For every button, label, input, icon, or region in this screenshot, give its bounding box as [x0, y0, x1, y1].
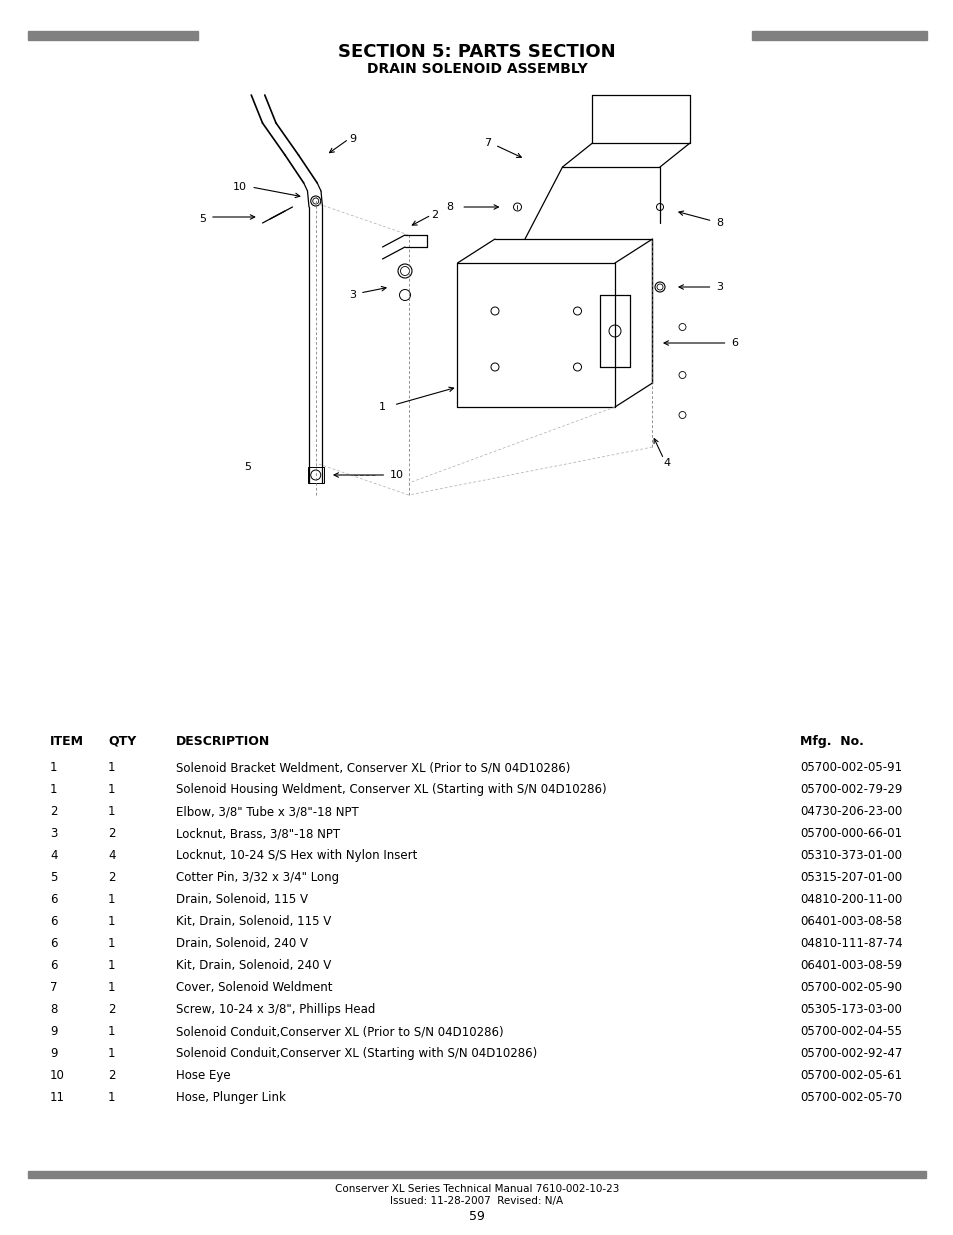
Text: 1: 1 [108, 1092, 115, 1104]
Text: 04810-111-87-74: 04810-111-87-74 [800, 937, 902, 951]
Text: 05700-002-05-90: 05700-002-05-90 [800, 982, 901, 994]
Text: 6: 6 [50, 915, 57, 929]
Text: 4: 4 [663, 458, 670, 468]
Text: 10: 10 [390, 471, 403, 480]
Text: Solenoid Conduit,Conserver XL (Starting with S/N 04D10286): Solenoid Conduit,Conserver XL (Starting … [175, 1047, 537, 1061]
Text: Issued: 11-28-2007  Revised: N/A: Issued: 11-28-2007 Revised: N/A [390, 1195, 563, 1207]
Text: 1: 1 [50, 762, 57, 774]
Text: 04810-200-11-00: 04810-200-11-00 [800, 893, 902, 906]
Text: 8: 8 [50, 1003, 57, 1016]
Text: 7: 7 [50, 982, 57, 994]
Text: 59: 59 [469, 1210, 484, 1224]
Text: 1: 1 [108, 960, 115, 972]
Text: DESCRIPTION: DESCRIPTION [175, 735, 270, 748]
Text: Drain, Solenoid, 240 V: Drain, Solenoid, 240 V [175, 937, 308, 951]
Text: 11: 11 [50, 1092, 65, 1104]
Text: 06401-003-08-59: 06401-003-08-59 [800, 960, 902, 972]
Text: Locknut, 10-24 S/S Hex with Nylon Insert: Locknut, 10-24 S/S Hex with Nylon Insert [175, 850, 417, 862]
Text: 1: 1 [108, 893, 115, 906]
Text: Kit, Drain, Solenoid, 240 V: Kit, Drain, Solenoid, 240 V [175, 960, 331, 972]
Text: 1: 1 [108, 982, 115, 994]
Text: 1: 1 [378, 403, 386, 412]
Text: 3: 3 [716, 282, 722, 291]
Text: Hose, Plunger Link: Hose, Plunger Link [175, 1092, 286, 1104]
Text: 5: 5 [199, 214, 206, 224]
Text: 05700-002-04-55: 05700-002-04-55 [800, 1025, 901, 1039]
Text: 3: 3 [50, 827, 57, 840]
Text: 7: 7 [483, 138, 491, 148]
Text: 05700-002-05-70: 05700-002-05-70 [800, 1092, 901, 1104]
Text: 05700-002-05-61: 05700-002-05-61 [800, 1070, 902, 1082]
Text: Solenoid Housing Weldment, Conserver XL (Starting with S/N 04D10286): Solenoid Housing Weldment, Conserver XL … [175, 783, 606, 797]
Bar [308, 467, 323, 483]
Text: 9: 9 [50, 1025, 57, 1039]
Text: 2: 2 [108, 872, 115, 884]
Text: 06401-003-08-58: 06401-003-08-58 [800, 915, 901, 929]
Text: 6: 6 [50, 893, 57, 906]
Text: Conserver XL Series Technical Manual 7610-002-10-23: Conserver XL Series Technical Manual 761… [335, 1184, 618, 1194]
Text: 6: 6 [731, 338, 738, 348]
Text: 05305-173-03-00: 05305-173-03-00 [800, 1003, 901, 1016]
Text: QTY: QTY [108, 735, 136, 748]
Text: Screw, 10-24 x 3/8", Phillips Head: Screw, 10-24 x 3/8", Phillips Head [175, 1003, 375, 1016]
Text: Cover, Solenoid Weldment: Cover, Solenoid Weldment [175, 982, 333, 994]
Text: 8: 8 [716, 219, 722, 228]
Text: 10: 10 [50, 1070, 65, 1082]
Text: 05310-373-01-00: 05310-373-01-00 [800, 850, 901, 862]
Text: 5: 5 [244, 462, 251, 472]
Text: 04730-206-23-00: 04730-206-23-00 [800, 805, 902, 819]
Text: 2: 2 [108, 827, 115, 840]
Text: DRAIN SOLENOID ASSEMBLY: DRAIN SOLENOID ASSEMBLY [366, 62, 587, 77]
Text: 8: 8 [446, 203, 453, 212]
Text: 1: 1 [108, 1025, 115, 1039]
Text: 2: 2 [108, 1070, 115, 1082]
Text: 1: 1 [108, 1047, 115, 1061]
Text: 05315-207-01-00: 05315-207-01-00 [800, 872, 902, 884]
Text: Cotter Pin, 3/32 x 3/4" Long: Cotter Pin, 3/32 x 3/4" Long [175, 872, 338, 884]
Bar [751, 31, 926, 40]
Text: Hose Eye: Hose Eye [175, 1070, 231, 1082]
Text: Mfg.  No.: Mfg. No. [800, 735, 863, 748]
Text: Solenoid Bracket Weldment, Conserver XL (Prior to S/N 04D10286): Solenoid Bracket Weldment, Conserver XL … [175, 762, 570, 774]
Text: 5: 5 [50, 872, 57, 884]
Text: 2: 2 [431, 210, 438, 220]
Text: Locknut, Brass, 3/8"-18 NPT: Locknut, Brass, 3/8"-18 NPT [175, 827, 340, 840]
Text: 1: 1 [108, 762, 115, 774]
Text: ITEM: ITEM [50, 735, 84, 748]
Text: 1: 1 [108, 783, 115, 797]
Text: 4: 4 [108, 850, 115, 862]
Text: 2: 2 [50, 805, 57, 819]
Text: Elbow, 3/8" Tube x 3/8"-18 NPT: Elbow, 3/8" Tube x 3/8"-18 NPT [175, 805, 358, 819]
Text: 6: 6 [50, 960, 57, 972]
Bar [28, 1171, 925, 1178]
Text: 4: 4 [50, 850, 57, 862]
Text: 1: 1 [108, 805, 115, 819]
Text: 05700-002-05-91: 05700-002-05-91 [800, 762, 902, 774]
Text: 1: 1 [108, 915, 115, 929]
Text: 9: 9 [349, 135, 355, 144]
Text: 6: 6 [50, 937, 57, 951]
Text: Drain, Solenoid, 115 V: Drain, Solenoid, 115 V [175, 893, 308, 906]
Text: SECTION 5: PARTS SECTION: SECTION 5: PARTS SECTION [337, 43, 616, 61]
Text: Kit, Drain, Solenoid, 115 V: Kit, Drain, Solenoid, 115 V [175, 915, 331, 929]
Text: 05700-002-79-29: 05700-002-79-29 [800, 783, 902, 797]
Text: 1: 1 [50, 783, 57, 797]
Bar [28, 31, 198, 40]
Text: 9: 9 [50, 1047, 57, 1061]
Text: 05700-002-92-47: 05700-002-92-47 [800, 1047, 902, 1061]
Text: 1: 1 [108, 937, 115, 951]
Text: Solenoid Conduit,Conserver XL (Prior to S/N 04D10286): Solenoid Conduit,Conserver XL (Prior to … [175, 1025, 503, 1039]
Text: 05700-000-66-01: 05700-000-66-01 [800, 827, 902, 840]
Text: 3: 3 [349, 290, 355, 300]
Text: 2: 2 [108, 1003, 115, 1016]
Text: 10: 10 [233, 182, 247, 191]
